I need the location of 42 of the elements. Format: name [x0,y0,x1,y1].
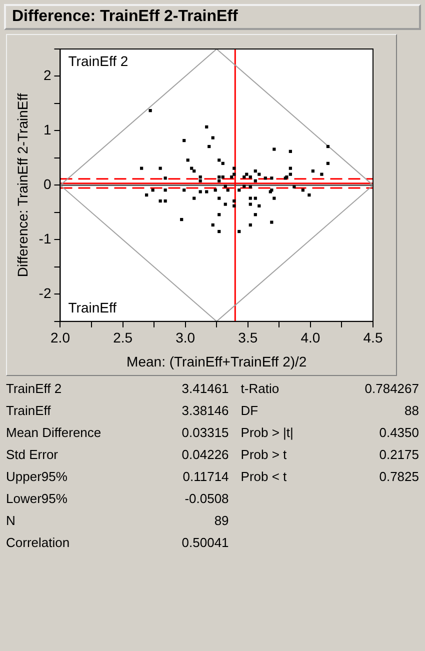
y-axis-title: Difference: TrainEff 2-TrainEff [14,93,30,278]
text: 0.11714 [182,468,229,486]
text: 3.41461 [180,380,229,398]
text: TrainEff [6,402,52,420]
annotation: TrainEff 2 [68,52,128,69]
text: 0.784267 [364,380,419,398]
text: 0.04226 [180,446,229,464]
text: TrainEff 2 [6,380,63,398]
text: Std Error [6,446,60,464]
text: 89 [213,512,229,530]
text: -0.0508 [184,490,229,508]
x-axis-title: Mean: (TrainEff+TrainEff 2)/2 [126,353,307,370]
x-tick-label: 2.5 [113,330,133,346]
text: 0.4350 [378,424,419,442]
y-tick-label: -2 [38,285,52,302]
text: 0.7825 [378,468,419,486]
x-tick-label: 2.0 [50,330,70,346]
y-tick-label: 0 [43,176,52,192]
text: 0.03315 [180,424,229,442]
annotation: TrainEff [68,299,117,316]
y-tick-label: 1 [43,122,52,138]
text: Lower95% [6,490,68,508]
text: 0.2175 [378,446,419,464]
x-tick-label: 3.5 [238,330,258,346]
text: Prob > |t| [240,424,294,442]
text: Mean Difference [6,424,102,442]
chart-title: Difference: TrainEff 2-TrainEff [12,8,238,25]
text: 88 [404,402,419,420]
text: Prob > t [240,446,288,464]
y-tick-label: -1 [38,230,52,247]
y-tick-label: 2 [43,67,52,84]
text: Upper95% [6,468,68,486]
text: 3.38146 [180,402,229,420]
text: 0.50041 [180,534,229,552]
text: Prob < t [240,468,288,486]
x-tick-label: 3.0 [176,330,196,346]
text: DF [240,402,260,420]
x-tick-label: 4.5 [363,330,383,346]
text: N [6,512,16,530]
text: t-Ratio [240,380,280,398]
x-tick-label: 4.0 [300,330,320,346]
text: Correlation [6,534,71,552]
